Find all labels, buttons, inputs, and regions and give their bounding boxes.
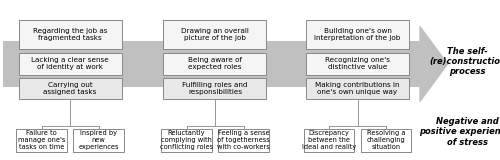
Text: Reluctantly
complying with
conflicting roles: Reluctantly complying with conflicting r… bbox=[160, 130, 213, 150]
Text: The self-
(re)construction
process: The self- (re)construction process bbox=[429, 47, 500, 76]
FancyBboxPatch shape bbox=[2, 41, 420, 87]
FancyBboxPatch shape bbox=[164, 53, 266, 75]
FancyBboxPatch shape bbox=[16, 129, 67, 152]
Text: Regarding the job as
fragmented tasks: Regarding the job as fragmented tasks bbox=[33, 28, 107, 41]
Text: Building one's own
interpretation of the job: Building one's own interpretation of the… bbox=[314, 28, 400, 41]
Text: Discrepancy
between the
ideal and reality: Discrepancy between the ideal and realit… bbox=[302, 130, 356, 150]
Text: Negative and
positive experiences
of stress: Negative and positive experiences of str… bbox=[419, 117, 500, 147]
Text: Failure to
manage one's
tasks on time: Failure to manage one's tasks on time bbox=[18, 130, 65, 150]
Text: Feeling a sense
of togetherness
with co-workers: Feeling a sense of togetherness with co-… bbox=[217, 130, 270, 150]
FancyBboxPatch shape bbox=[306, 20, 409, 49]
Text: Lacking a clear sense
of identity at work: Lacking a clear sense of identity at wor… bbox=[31, 57, 109, 71]
FancyBboxPatch shape bbox=[304, 129, 354, 152]
FancyBboxPatch shape bbox=[306, 78, 409, 99]
FancyBboxPatch shape bbox=[218, 129, 269, 152]
FancyBboxPatch shape bbox=[18, 53, 122, 75]
Text: Resolving a
challenging
situation: Resolving a challenging situation bbox=[366, 130, 406, 150]
Text: Fulfilling roles and
responsibilities: Fulfilling roles and responsibilities bbox=[182, 82, 248, 95]
FancyBboxPatch shape bbox=[361, 129, 411, 152]
Text: Being aware of
expected roles: Being aware of expected roles bbox=[188, 57, 242, 71]
FancyBboxPatch shape bbox=[306, 53, 409, 75]
FancyBboxPatch shape bbox=[18, 78, 122, 99]
Text: Carrying out
assigned tasks: Carrying out assigned tasks bbox=[44, 82, 96, 95]
FancyBboxPatch shape bbox=[18, 20, 122, 49]
Text: Making contributions in
one's own unique way: Making contributions in one's own unique… bbox=[316, 82, 400, 95]
FancyBboxPatch shape bbox=[74, 129, 124, 152]
Polygon shape bbox=[420, 27, 448, 101]
Text: Recognizing one's
distinctive value: Recognizing one's distinctive value bbox=[325, 57, 390, 71]
FancyBboxPatch shape bbox=[164, 78, 266, 99]
Text: Inspired by
new
experiences: Inspired by new experiences bbox=[78, 130, 119, 150]
FancyBboxPatch shape bbox=[164, 20, 266, 49]
Text: Drawing an overall
picture of the job: Drawing an overall picture of the job bbox=[181, 28, 249, 41]
FancyBboxPatch shape bbox=[161, 129, 212, 152]
